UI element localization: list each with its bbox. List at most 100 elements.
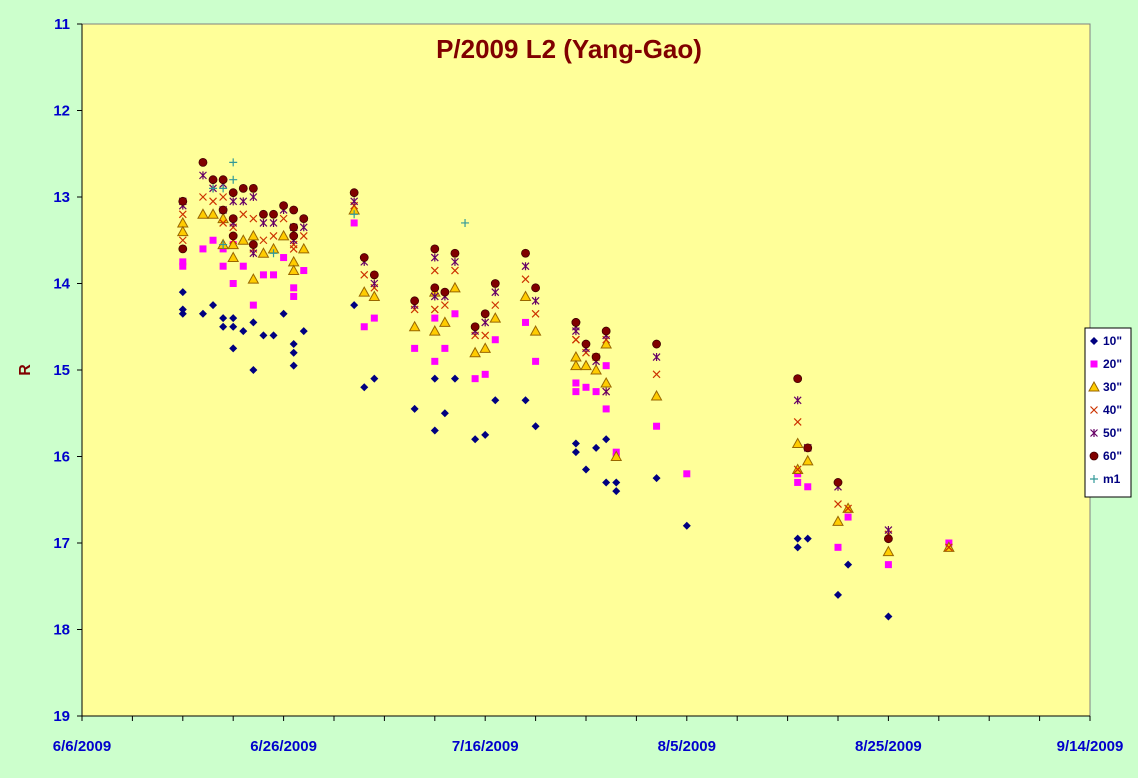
data-point bbox=[591, 352, 601, 362]
data-point bbox=[269, 232, 278, 240]
data-point bbox=[491, 288, 500, 297]
data-point bbox=[491, 301, 500, 310]
legend-label: 30" bbox=[1103, 380, 1122, 394]
y-tick-label: 11 bbox=[54, 16, 70, 33]
data-point bbox=[521, 262, 530, 271]
legend-label: m1 bbox=[1103, 472, 1121, 486]
data-point bbox=[237, 234, 250, 245]
data-point bbox=[481, 331, 490, 340]
data-point bbox=[259, 331, 268, 340]
series-60 bbox=[178, 157, 893, 544]
data-point bbox=[360, 270, 369, 279]
data-point bbox=[289, 348, 298, 357]
legend-label: 60" bbox=[1103, 449, 1122, 463]
data-point bbox=[259, 271, 267, 279]
data-point bbox=[652, 474, 661, 483]
data-point bbox=[882, 545, 895, 557]
x-tick-label: 6/26/2009 bbox=[250, 738, 317, 755]
legend-box bbox=[1084, 327, 1132, 498]
data-point bbox=[834, 543, 842, 551]
data-point bbox=[198, 309, 207, 318]
data-point bbox=[572, 379, 580, 387]
data-point bbox=[531, 296, 540, 305]
data-point bbox=[178, 236, 187, 245]
data-point bbox=[279, 201, 289, 211]
data-point bbox=[844, 513, 852, 521]
data-point bbox=[532, 357, 540, 365]
data-point bbox=[793, 534, 802, 543]
legend-label: 50" bbox=[1103, 426, 1122, 440]
data-point bbox=[248, 240, 258, 249]
data-point bbox=[430, 266, 439, 275]
data-point bbox=[522, 318, 530, 326]
data-point bbox=[209, 184, 218, 193]
data-point bbox=[602, 362, 610, 370]
data-point bbox=[470, 322, 480, 332]
data-point bbox=[430, 292, 439, 301]
data-point bbox=[610, 450, 623, 461]
data-point bbox=[521, 275, 530, 284]
data-point bbox=[178, 244, 188, 254]
data-point bbox=[229, 322, 238, 331]
data-point bbox=[249, 214, 258, 223]
data-point bbox=[650, 389, 663, 401]
series-10 bbox=[178, 288, 893, 621]
data-point bbox=[844, 560, 853, 569]
data-point bbox=[431, 314, 439, 322]
x-tick-label: 6/6/2009 bbox=[53, 738, 111, 755]
data-point bbox=[451, 310, 459, 318]
data-point bbox=[208, 175, 218, 185]
data-point bbox=[489, 312, 502, 323]
data-point bbox=[239, 210, 248, 219]
data-point bbox=[228, 214, 238, 224]
data-point bbox=[682, 521, 691, 530]
data-point bbox=[269, 209, 278, 219]
data-point bbox=[227, 251, 240, 263]
data-point bbox=[289, 361, 298, 370]
data-marks bbox=[176, 157, 955, 621]
data-point bbox=[287, 264, 300, 276]
data-point bbox=[228, 188, 238, 198]
legend-item: m1 bbox=[1090, 472, 1121, 486]
data-point bbox=[290, 292, 298, 300]
data-point bbox=[289, 222, 299, 232]
data-point bbox=[884, 534, 893, 544]
data-point bbox=[430, 426, 439, 435]
data-point bbox=[370, 374, 379, 383]
data-point bbox=[178, 288, 187, 297]
data-point bbox=[219, 314, 228, 323]
data-point bbox=[360, 383, 369, 392]
data-point bbox=[430, 283, 440, 293]
data-point bbox=[793, 465, 802, 474]
data-point bbox=[249, 366, 258, 374]
data-point bbox=[884, 561, 892, 569]
axes: 11 12 13 14 15 16 17 18 19 6/6/2009 6/26/2009 7/16/… bbox=[53, 16, 1124, 755]
legend-item: 60" bbox=[1089, 449, 1122, 463]
data-point bbox=[832, 515, 844, 526]
series-m1 bbox=[209, 158, 470, 258]
data-point bbox=[199, 171, 207, 180]
data-point bbox=[430, 244, 440, 254]
data-point bbox=[249, 193, 258, 201]
y-tick-label: 19 bbox=[53, 708, 70, 725]
data-point bbox=[833, 478, 843, 487]
data-point bbox=[178, 305, 187, 314]
data-point bbox=[299, 223, 308, 232]
data-point bbox=[439, 316, 451, 327]
data-point bbox=[652, 339, 661, 349]
data-point bbox=[280, 254, 288, 262]
data-point bbox=[652, 370, 661, 379]
x-tick-label: 8/5/2009 bbox=[658, 738, 716, 755]
data-point bbox=[441, 344, 449, 352]
data-point bbox=[531, 422, 540, 431]
data-point bbox=[259, 218, 268, 227]
y-axis-label: R bbox=[17, 364, 34, 376]
data-point bbox=[289, 340, 298, 349]
legend-item: 20" bbox=[1090, 357, 1122, 371]
data-point bbox=[279, 309, 288, 318]
data-point bbox=[229, 344, 238, 353]
x-tick-label: 8/25/2009 bbox=[855, 738, 922, 755]
data-point bbox=[249, 301, 257, 309]
data-point bbox=[410, 404, 419, 413]
data-point bbox=[408, 320, 421, 332]
